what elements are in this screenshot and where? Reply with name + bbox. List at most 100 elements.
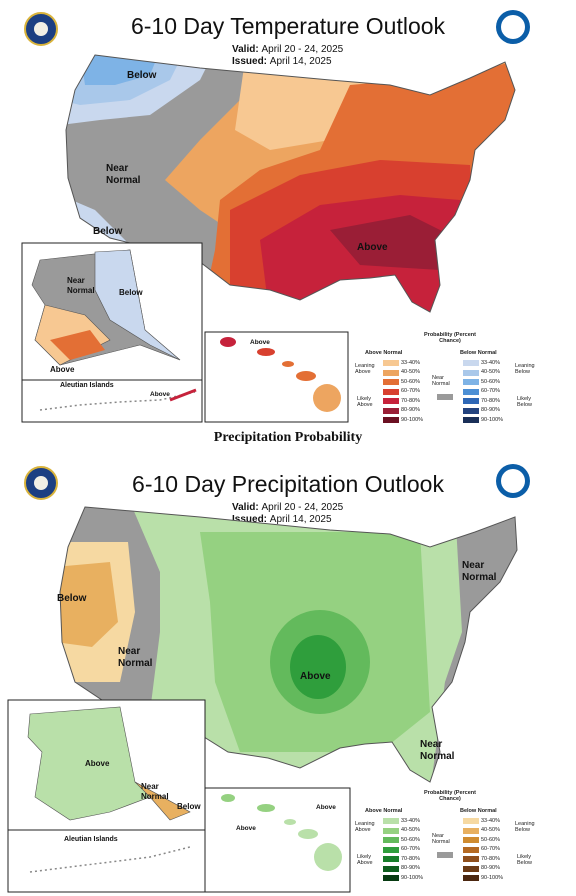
- temp-legend-right-bin: 50-60%: [481, 378, 500, 385]
- precip-legend-right-swatch: [463, 865, 479, 872]
- precip-legend-right-bin: 90-100%: [481, 874, 504, 881]
- precip-legend-left-swatch: [383, 856, 399, 862]
- temp-valid-label: Valid:: [232, 44, 259, 55]
- precip-legend-left-head: Above Normal: [365, 808, 403, 814]
- precip-legend-right-swatch: [463, 875, 479, 881]
- temperature-outlook-panel: NOAA 6-10 Day Temperature Outlook Valid:…: [0, 0, 576, 425]
- precipitation-outlook-panel: NOAA 6-10 Day Precipitation Outlook Vali…: [0, 452, 576, 896]
- precip-legend-right-swatch: [463, 856, 479, 862]
- temp-legend-right-bin: 70-80%: [481, 397, 500, 404]
- precip-legend-left-bin: 70-80%: [401, 855, 420, 862]
- precip-conus-map: [7, 506, 518, 893]
- precip-hi-above-right: Above: [316, 804, 336, 811]
- temp-legend-likely-right: Likely Below: [517, 396, 532, 408]
- precip-hawaii-inset: [204, 787, 351, 893]
- precip-issued-label: Issued:: [232, 514, 268, 525]
- precip-legend-right-head: Below Normal: [460, 808, 497, 814]
- temp-legend-left-swatch: [383, 417, 399, 423]
- precip-aleutian-inset: [7, 829, 206, 893]
- temp-legend-right-bin: 80-90%: [481, 407, 500, 413]
- temp-legend-right-bin: 60-70%: [481, 388, 500, 394]
- precip-legend-left-swatch: [383, 875, 399, 881]
- precip-ak-below: Below: [177, 802, 201, 811]
- precip-label-above-c: Above: [300, 671, 331, 682]
- precip-legend-right-bin: 33-40%: [481, 817, 500, 824]
- temp-ak-near-normal: Near Normal: [67, 276, 95, 295]
- precip-label-below-w: Below: [57, 593, 87, 604]
- precip-label-near-normal-se: Near Normal: [420, 739, 455, 762]
- precip-legend-left-bin: 60-70%: [401, 846, 420, 852]
- temp-legend-right-swatch: [463, 379, 479, 385]
- precip-valid-value: April 20 - 24, 2025: [261, 502, 344, 513]
- temp-label-above-se: Above: [357, 242, 388, 253]
- precip-label-near-normal-w: Near Normal: [118, 646, 153, 669]
- precip-legend-title: Probability (Percent Chance): [424, 790, 476, 802]
- temp-legend-left-swatch: [383, 369, 399, 376]
- temp-legend: Probability (Percent Chance) Above Norma…: [355, 332, 545, 424]
- temp-legend-left-bin: 90-100%: [401, 416, 424, 423]
- precip-legend-likely-right: Likely Below: [517, 854, 532, 866]
- temp-legend-left-swatch: [383, 379, 399, 385]
- temp-legend-left-bin: 40-50%: [401, 369, 420, 375]
- temp-legend-left-swatch: [383, 388, 399, 395]
- precip-legend-left-bin: 90-100%: [401, 874, 424, 881]
- temp-issued-value: April 14, 2025: [269, 56, 332, 67]
- precip-legend-left-swatch: [383, 818, 399, 824]
- precip-legend-left-swatch: [383, 827, 399, 834]
- precip-legend-left-swatch: [383, 865, 399, 872]
- temp-title: 6-10 Day Temperature Outlook: [130, 13, 446, 39]
- precip-legend-left-bin: 40-50%: [401, 827, 420, 833]
- temp-issued-label: Issued:: [232, 56, 268, 67]
- temp-legend-left-head: Above Normal: [365, 350, 403, 356]
- precip-legend-right-bin: 40-50%: [481, 827, 500, 833]
- temp-legend-right-swatch: [463, 407, 479, 414]
- doc-seal-icon-2: [24, 466, 58, 500]
- precip-legend-right-bin: 70-80%: [481, 855, 500, 862]
- temp-label-near-normal: Near Normal: [106, 163, 141, 186]
- temp-legend-right-bin: 33-40%: [481, 359, 500, 366]
- precip-valid-label: Valid:: [232, 502, 259, 513]
- precip-title: 6-10 Day Precipitation Outlook: [132, 471, 444, 497]
- temp-aleutian-title: Aleutian Islands: [60, 382, 114, 389]
- temp-legend-left-swatch: [383, 398, 399, 404]
- precip-hi-above-left: Above: [236, 825, 256, 832]
- precip-section-heading: Precipitation Probability: [213, 430, 363, 445]
- precip-legend-leaning-left: Leaning Above: [355, 821, 375, 833]
- temp-label-below-sw: Below: [93, 226, 123, 237]
- precip-ak-above: Above: [85, 759, 110, 768]
- temp-legend-left-bin: 33-40%: [401, 359, 420, 366]
- temp-legend-right-bin: 40-50%: [481, 369, 500, 375]
- precip-legend-right-swatch: [463, 827, 479, 834]
- temp-legend-right-swatch: [463, 417, 479, 423]
- temp-ak-above: Above: [50, 365, 75, 374]
- precip-legend-left-bin: 80-90%: [401, 865, 420, 871]
- precip-legend-right-swatch: [463, 818, 479, 824]
- precip-valid: Valid: April 20 - 24, 2025: [232, 502, 343, 513]
- temp-legend-near-swatch: [437, 394, 453, 400]
- precip-legend-left-bin: 33-40%: [401, 817, 420, 824]
- temp-hi-above: Above: [250, 339, 270, 346]
- precip-ak-near-normal: Near Normal: [141, 782, 169, 801]
- precip-legend-right-swatch: [463, 846, 479, 853]
- temp-legend-near: Near Normal: [432, 375, 450, 387]
- temp-valid-value: April 20 - 24, 2025: [261, 44, 344, 55]
- temp-legend-left-swatch: [383, 407, 399, 414]
- temp-legend-title: Probability (Percent Chance): [424, 332, 476, 344]
- precip-legend-likely-left: Likely Above: [357, 854, 373, 866]
- temp-aleutian-above: Above: [150, 391, 170, 398]
- temp-legend-left-bin: 50-60%: [401, 378, 420, 385]
- temp-legend-likely-left: Likely Above: [357, 396, 373, 408]
- precip-issued: Issued: April 14, 2025: [232, 514, 332, 525]
- temp-legend-right-swatch: [463, 398, 479, 404]
- precip-legend: Probability (Percent Chance) Above Norma…: [355, 788, 545, 888]
- temp-legend-right-swatch: [463, 369, 479, 376]
- precip-legend-left-swatch: [383, 837, 399, 843]
- precip-legend-right-bin: 60-70%: [481, 846, 500, 852]
- temp-aleutian-inset: [21, 379, 203, 423]
- precip-legend-near: Near Normal: [432, 833, 450, 845]
- doc-seal-icon: [24, 12, 58, 46]
- temp-legend-left-swatch: [383, 360, 399, 366]
- precip-label-near-normal-ne: Near Normal: [462, 560, 497, 583]
- precip-legend-right-swatch: [463, 837, 479, 843]
- temp-legend-right-swatch: [463, 388, 479, 395]
